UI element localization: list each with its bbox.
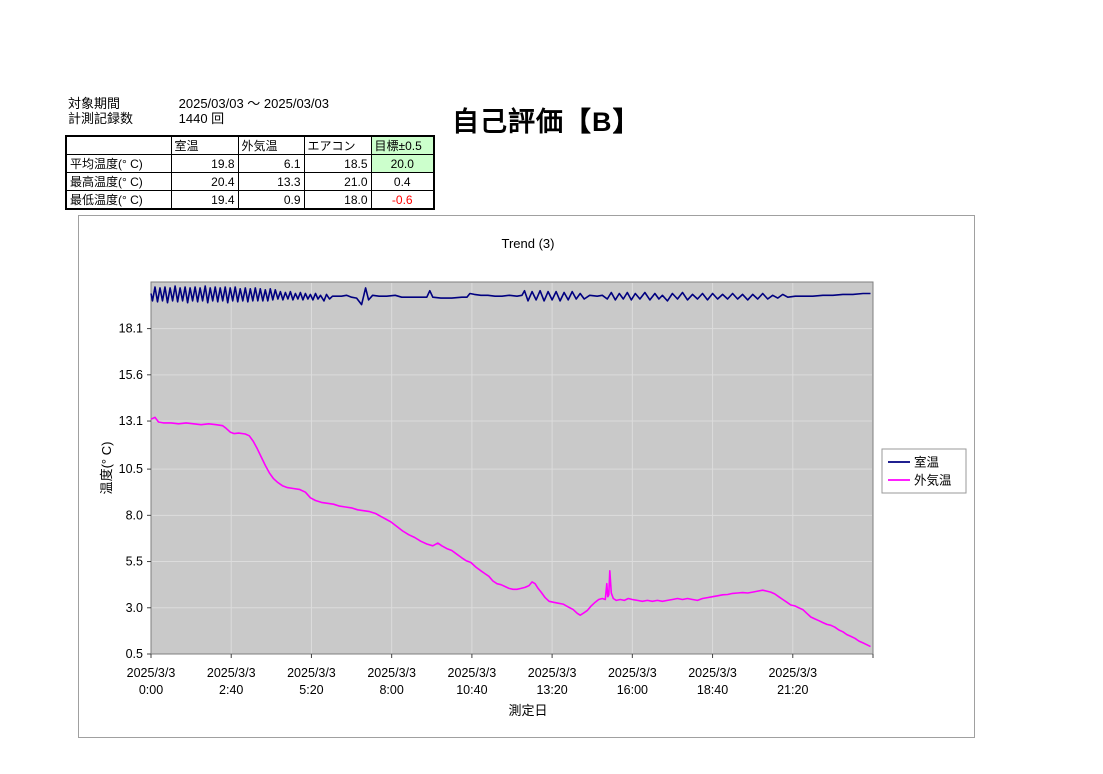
x-tick-time: 10:40 — [456, 683, 487, 697]
series-line-outdoor — [150, 416, 871, 648]
y-tick-label: 8.0 — [126, 508, 143, 522]
legend-label-outdoor: 外気温 — [914, 473, 952, 488]
x-tick-time: 21:20 — [777, 683, 808, 697]
count-label: 計測記録数 — [68, 111, 134, 126]
x-tick-date: 2025/3/3 — [608, 666, 657, 680]
x-tick-date: 2025/3/3 — [688, 666, 737, 680]
summary-value-cell: 20.4 — [170, 172, 239, 191]
x-tick-time: 5:20 — [299, 683, 323, 697]
y-tick-label: 18.1 — [119, 322, 143, 336]
trend-chart-svg: 18.1 15.6 13.1 10.5 8.0 5.5 3.0 0.5 2025/3/3 0:00… — [99, 236, 967, 718]
x-tick-date: 2025/3/3 — [768, 666, 817, 680]
summary-value-cell: 19.4 — [170, 190, 239, 210]
y-tick-label: 5.5 — [126, 555, 143, 569]
plot-area — [150, 281, 874, 655]
x-tick-date: 2025/3/3 — [207, 666, 256, 680]
summary-value-cell: 18.5 — [303, 154, 372, 173]
summary-value-cell: 13.3 — [237, 172, 305, 191]
y-tick-label: 0.5 — [126, 647, 143, 661]
summary-table: 室温 外気温 エアコン 目標±0.5 平均温度(° C) 19.8 6.1 18.5 20.0… — [65, 135, 435, 210]
y-tick-label: 13.1 — [119, 414, 143, 428]
x-tick-time: 2:40 — [219, 683, 243, 697]
summary-row-label: 最低温度(° C) — [65, 190, 172, 210]
series-line-room — [150, 285, 871, 306]
y-tick-label: 15.6 — [119, 368, 143, 382]
x-tick-date: 2025/3/3 — [528, 666, 577, 680]
chart-title: Trend (3) — [502, 236, 555, 251]
summary-value-cell: -0.6 — [370, 190, 435, 210]
summary-value-cell: 18.0 — [303, 190, 372, 210]
x-axis-title: 測定日 — [508, 703, 547, 718]
x-tick-date: 2025/3/3 — [448, 666, 497, 680]
summary-row: 最低温度(° C) 19.4 0.9 18.0 -0.6 — [65, 190, 435, 210]
evaluation-title: 自己評価【B】 — [452, 107, 641, 137]
y-axis-title: 温度(° C) — [99, 442, 114, 495]
summary-value-cell: 20.0 — [370, 154, 435, 173]
summary-value-cell: 6.1 — [237, 154, 305, 173]
x-tick-time: 0:00 — [139, 683, 163, 697]
summary-row: 最高温度(° C) 20.4 13.3 21.0 0.4 — [65, 172, 435, 191]
summary-value-cell: 19.8 — [170, 154, 239, 173]
period-label: 対象期間 — [68, 96, 121, 111]
summary-row-label: 最高温度(° C) — [65, 172, 172, 191]
x-tick-time: 13:20 — [536, 683, 567, 697]
y-tick-label: 10.5 — [119, 462, 143, 476]
summary-value-cell: 0.9 — [237, 190, 305, 210]
x-tick-date: 2025/3/3 — [367, 666, 416, 680]
summary-value-cell: 21.0 — [303, 172, 372, 191]
x-tick-time: 18:40 — [697, 683, 728, 697]
summary-value-cell: 0.4 — [370, 172, 435, 191]
summary-row-label: 平均温度(° C) — [65, 154, 172, 173]
count-value: 1440 回 — [178, 111, 225, 126]
period-row: 対象期間 2025/03/03 ～ 2025/03/03 — [68, 96, 329, 111]
y-tick-label: 3.0 — [126, 601, 143, 615]
period-value: 2025/03/03 ～ 2025/03/03 — [178, 96, 329, 111]
x-tick-date: 2025/3/3 — [127, 666, 176, 680]
count-row: 計測記録数 1440 回 — [68, 111, 329, 126]
x-tick-time: 8:00 — [379, 683, 403, 697]
summary-col-header: エアコン — [303, 135, 372, 155]
legend-label-room: 室温 — [914, 455, 940, 470]
summary-col-header: 室温 — [170, 135, 239, 155]
trend-chart: 18.1 15.6 13.1 10.5 8.0 5.5 3.0 0.5 2025/3/3 0:00… — [78, 215, 975, 738]
summary-col-header — [65, 135, 172, 155]
x-tick-date: 2025/3/3 — [287, 666, 336, 680]
legend-box — [881, 448, 967, 494]
summary-col-header: 目標±0.5 — [370, 135, 435, 155]
summary-col-header: 外気温 — [237, 135, 305, 155]
report-info: 対象期間 2025/03/03 ～ 2025/03/03 計測記録数 1440 … — [68, 96, 329, 126]
x-tick-time: 16:00 — [617, 683, 648, 697]
summary-row: 平均温度(° C) 19.8 6.1 18.5 20.0 — [65, 154, 435, 173]
